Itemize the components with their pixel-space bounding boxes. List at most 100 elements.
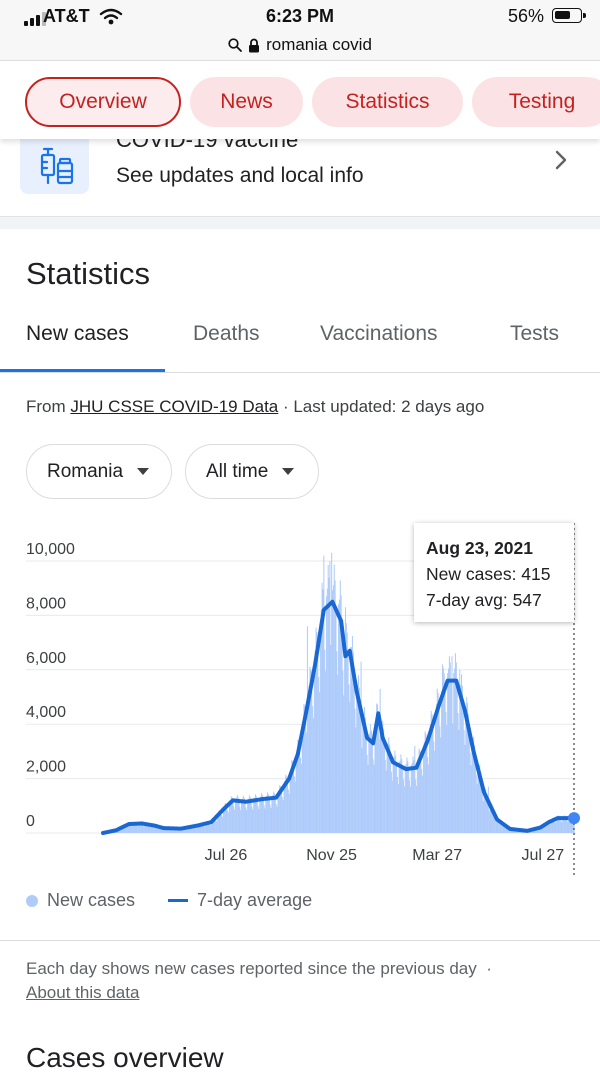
new-cases-bar: [325, 671, 326, 833]
new-cases-bar: [439, 726, 440, 833]
tooltip-7day-avg: 7-day avg: 547: [426, 587, 562, 613]
new-cases-bar: [335, 609, 336, 833]
new-cases-bar: [307, 626, 308, 833]
caret-down-icon: [282, 468, 294, 475]
url-text: romania covid: [266, 35, 372, 55]
new-cases-bar: [155, 828, 156, 833]
new-cases-bar: [427, 757, 428, 833]
new-cases-bar: [246, 810, 247, 833]
new-cases-bar: [131, 826, 132, 833]
new-cases-bar: [294, 776, 295, 833]
chip-testing[interactable]: Testing: [472, 77, 600, 127]
new-cases-bar: [319, 692, 320, 833]
range-dropdown[interactable]: All time: [185, 444, 319, 499]
vaccine-card[interactable]: COVID-19 vaccine See updates and local i…: [0, 139, 600, 216]
source-prefix: From: [26, 397, 66, 416]
new-cases-bar: [266, 796, 267, 833]
new-cases-bar: [327, 589, 328, 833]
url-bar[interactable]: romania covid: [0, 30, 600, 61]
new-cases-bar: [403, 779, 404, 833]
new-cases-bar: [410, 787, 411, 833]
new-cases-bar: [221, 815, 222, 833]
new-cases-bar: [374, 765, 375, 833]
chip-news[interactable]: News: [190, 77, 303, 127]
new-cases-bar: [332, 590, 333, 833]
new-cases-bar: [387, 743, 388, 833]
new-cases-bar: [426, 743, 427, 833]
new-cases-bar: [300, 758, 301, 833]
lock-icon: [248, 38, 260, 53]
new-cases-bar: [458, 730, 459, 833]
hover-point: [568, 812, 580, 824]
new-cases-bar: [561, 821, 562, 833]
new-cases-bar: [125, 828, 126, 833]
new-cases-bar: [301, 764, 302, 833]
chip-statistics[interactable]: Statistics: [312, 77, 463, 127]
new-cases-bar: [257, 800, 258, 833]
new-cases-bar: [453, 673, 454, 833]
new-cases-bar: [483, 801, 484, 833]
new-cases-bar: [406, 764, 407, 833]
new-cases-bar: [450, 662, 451, 833]
new-cases-bar: [240, 810, 241, 833]
new-cases-bar: [245, 802, 246, 833]
tab-tests[interactable]: Tests: [510, 322, 559, 346]
new-cases-bar: [130, 826, 131, 833]
new-cases-bar: [399, 762, 400, 833]
about-data-link[interactable]: About this data: [26, 983, 139, 1002]
data-source-line: From JHU CSSE COVID-19 Data · Last updat…: [26, 397, 484, 417]
new-cases-bar: [494, 817, 495, 833]
new-cases-bar: [293, 766, 294, 833]
new-cases-bar: [566, 818, 567, 833]
new-cases-bar: [222, 817, 223, 833]
new-cases-bar: [414, 746, 415, 833]
new-cases-bar: [339, 600, 340, 833]
new-cases-bar: [417, 762, 418, 833]
new-cases-bar: [239, 807, 240, 833]
new-cases-bar: [241, 800, 242, 833]
new-cases-bar: [349, 702, 350, 833]
new-cases-bar: [336, 651, 337, 833]
new-cases-bar: [264, 808, 265, 833]
new-cases-bar: [315, 651, 316, 833]
new-cases-bar: [460, 685, 461, 833]
new-cases-bar: [264, 805, 265, 833]
new-cases-bar: [411, 765, 412, 833]
new-cases-bar: [390, 756, 391, 833]
new-cases-bar: [567, 821, 568, 833]
chip-overview[interactable]: Overview: [25, 77, 181, 127]
new-cases-bar: [288, 789, 289, 833]
battery-percentage: 56%: [508, 6, 544, 27]
new-cases-bar: [271, 796, 272, 833]
new-cases-bar: [401, 759, 402, 833]
new-cases-bar: [372, 742, 373, 833]
new-cases-bar: [252, 810, 253, 833]
tab-deaths[interactable]: Deaths: [193, 322, 260, 346]
tooltip-date: Aug 23, 2021: [426, 535, 562, 561]
new-cases-bar: [277, 807, 278, 833]
tab-new-cases[interactable]: New cases: [26, 322, 129, 346]
region-dropdown[interactable]: Romania: [26, 444, 172, 499]
source-link[interactable]: JHU CSSE COVID-19 Data: [70, 397, 278, 416]
new-cases-bar: [142, 825, 143, 833]
new-cases-bar: [441, 691, 442, 833]
new-cases-bar: [454, 668, 455, 833]
new-cases-bar: [236, 798, 237, 833]
y-tick-label: 8,000: [26, 595, 66, 612]
new-cases-bar: [209, 824, 210, 833]
new-cases-bar: [413, 760, 414, 833]
new-cases-bar: [471, 765, 472, 833]
new-cases-bar: [495, 821, 496, 833]
new-cases-bar: [482, 794, 483, 833]
new-cases-bar: [489, 811, 490, 833]
new-cases-bar: [393, 757, 394, 833]
new-cases-bar: [229, 802, 230, 833]
tab-vaccinations[interactable]: Vaccinations: [320, 322, 438, 346]
new-cases-bar: [445, 688, 446, 833]
new-cases-bar: [444, 673, 445, 833]
caret-down-icon: [137, 468, 149, 475]
new-cases-bar: [149, 827, 150, 833]
new-cases-bar: [235, 799, 236, 833]
new-cases-bar: [203, 826, 204, 833]
new-cases-bar: [561, 822, 562, 833]
